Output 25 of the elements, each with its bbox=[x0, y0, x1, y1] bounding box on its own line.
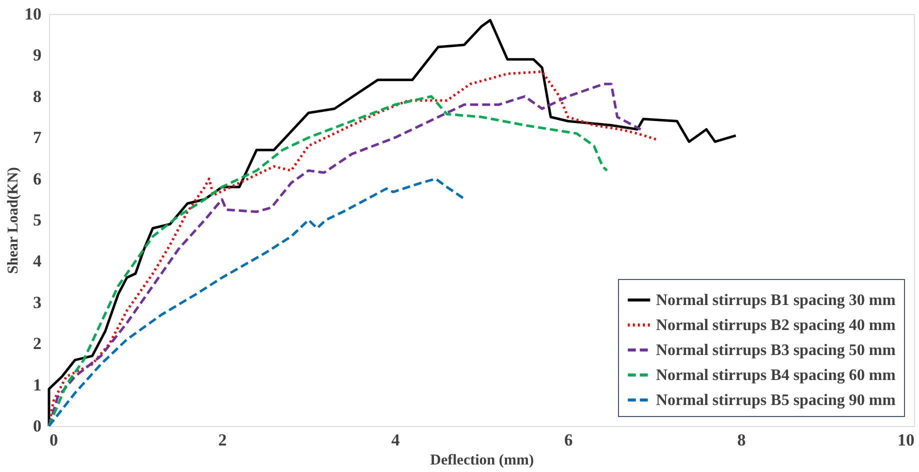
legend-label: Normal stirrups B5 spacing 90 mm bbox=[656, 392, 896, 409]
y-tick-label: 8 bbox=[33, 86, 42, 106]
line-series bbox=[48, 178, 466, 428]
y-tick-label: 0 bbox=[33, 416, 42, 436]
y-tick-label: 6 bbox=[33, 169, 42, 188]
x-tick-label: 0 bbox=[50, 430, 58, 450]
x-tick-label: 2 bbox=[218, 430, 227, 450]
y-tick-label: 3 bbox=[33, 292, 42, 312]
x-tick-label: 6 bbox=[564, 430, 573, 450]
legend-label: Normal stirrups B4 spacing 60 mm bbox=[656, 367, 896, 384]
x-axis-title: Deflection (mm) bbox=[430, 452, 534, 468]
y-tick-label: 2 bbox=[33, 334, 42, 354]
x-tick-label: 10 bbox=[898, 430, 914, 450]
legend-label: Normal stirrups B3 spacing 50 mm bbox=[656, 342, 896, 359]
y-tick-label: 5 bbox=[33, 210, 42, 230]
x-tick-label: 8 bbox=[737, 430, 746, 450]
y-tick-label: 9 bbox=[33, 46, 42, 65]
y-tick-label: 1 bbox=[33, 375, 42, 394]
y-tick-label: 4 bbox=[33, 252, 42, 271]
x-tick-label: 4 bbox=[391, 430, 400, 450]
y-axis-title: Shear Load(KN) bbox=[6, 167, 22, 274]
y-tick-label: 7 bbox=[33, 128, 42, 148]
legend-label: Normal stirrups B2 spacing 40 mm bbox=[656, 317, 896, 334]
y-tick-label: 10 bbox=[24, 4, 42, 24]
legend-label: Normal stirrups B1 spacing 30 mm bbox=[656, 292, 896, 309]
